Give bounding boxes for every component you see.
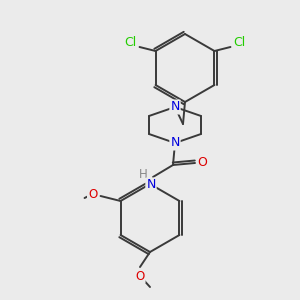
Text: Cl: Cl [233, 37, 246, 50]
Text: N: N [146, 178, 156, 191]
Text: N: N [170, 100, 180, 113]
Text: N: N [170, 136, 180, 149]
Text: O: O [197, 157, 207, 169]
Text: Cl: Cl [124, 37, 137, 50]
Text: O: O [135, 269, 145, 283]
Text: H: H [139, 169, 147, 182]
Text: O: O [88, 188, 97, 200]
